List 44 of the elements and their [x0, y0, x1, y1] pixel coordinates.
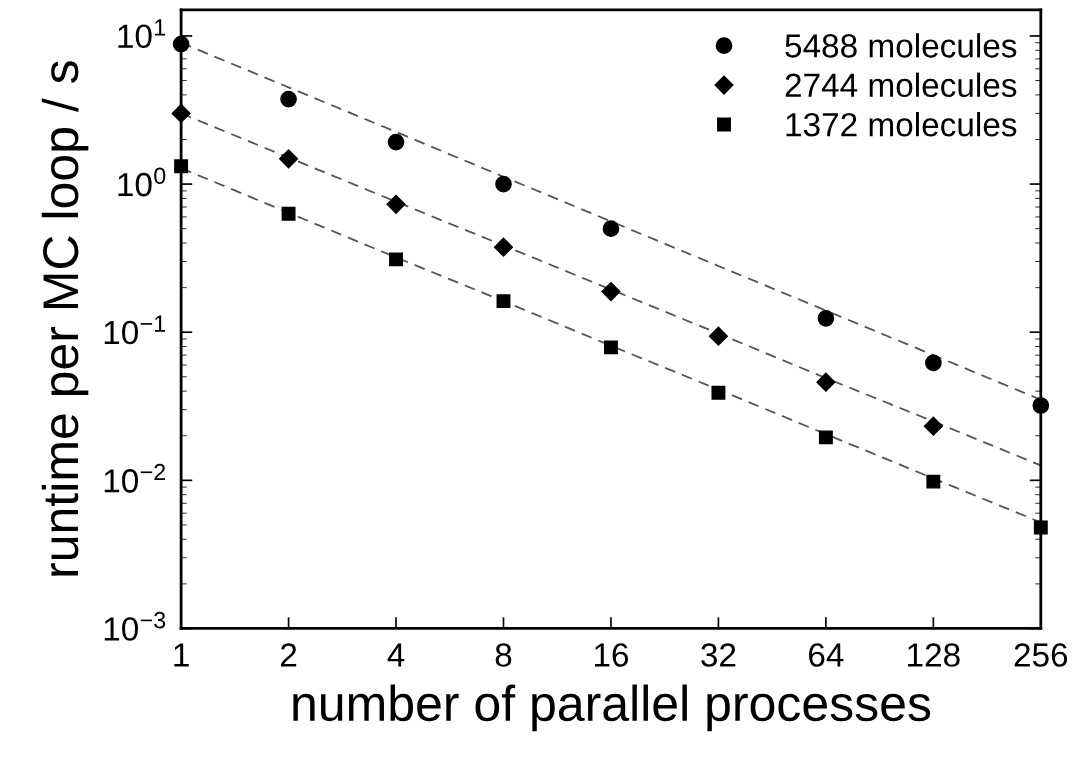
y-tick-label: 10$^{1}$: [118, 19, 166, 49]
point: [816, 372, 836, 392]
point: [386, 194, 406, 214]
point: [602, 220, 620, 238]
legend-label: 5488 molecules: [785, 33, 1017, 58]
point: [1033, 520, 1048, 535]
x-tick-label: 1: [174, 643, 189, 667]
point: [281, 206, 296, 221]
y-tick-label: 10$^{−2}$: [104, 463, 166, 493]
point: [171, 103, 191, 123]
point: [601, 282, 621, 302]
point: [818, 430, 833, 445]
point: [495, 175, 512, 193]
x-tick-label: 64: [809, 643, 844, 667]
y-tick-label: 10$^{0}$: [118, 167, 166, 197]
point: [926, 474, 941, 489]
point: [172, 35, 190, 53]
x-tick-label: 16: [594, 643, 629, 667]
legend-label: 1372 molecules: [786, 112, 1017, 137]
x-tick-label: 8: [495, 643, 512, 667]
legend-label: 2744 molecules: [785, 72, 1017, 98]
point: [604, 340, 618, 355]
x-tick-label: 128: [908, 643, 960, 667]
point: [280, 90, 297, 108]
point: [496, 294, 511, 309]
y-tick-label: 10$^{−1}$: [104, 315, 166, 345]
point: [1032, 397, 1050, 414]
x-tick-label: 256: [1014, 643, 1068, 667]
x-tick-label: 2: [280, 643, 297, 667]
point: [923, 416, 943, 436]
x-tick-label: 4: [387, 643, 405, 667]
point: [711, 385, 726, 400]
point: [493, 237, 514, 257]
point: [817, 310, 835, 327]
point: [174, 159, 189, 174]
y-tick-label: 10$^{−3}$: [104, 611, 166, 641]
point: [387, 133, 405, 151]
x-tick-label: 32: [701, 643, 736, 667]
x-axis-title: number of parallel processes: [293, 684, 931, 732]
y-axis-title: runtime per MC loop / s: [41, 61, 89, 576]
point: [925, 354, 942, 372]
point: [279, 149, 299, 169]
point: [708, 326, 728, 346]
point: [389, 252, 403, 267]
